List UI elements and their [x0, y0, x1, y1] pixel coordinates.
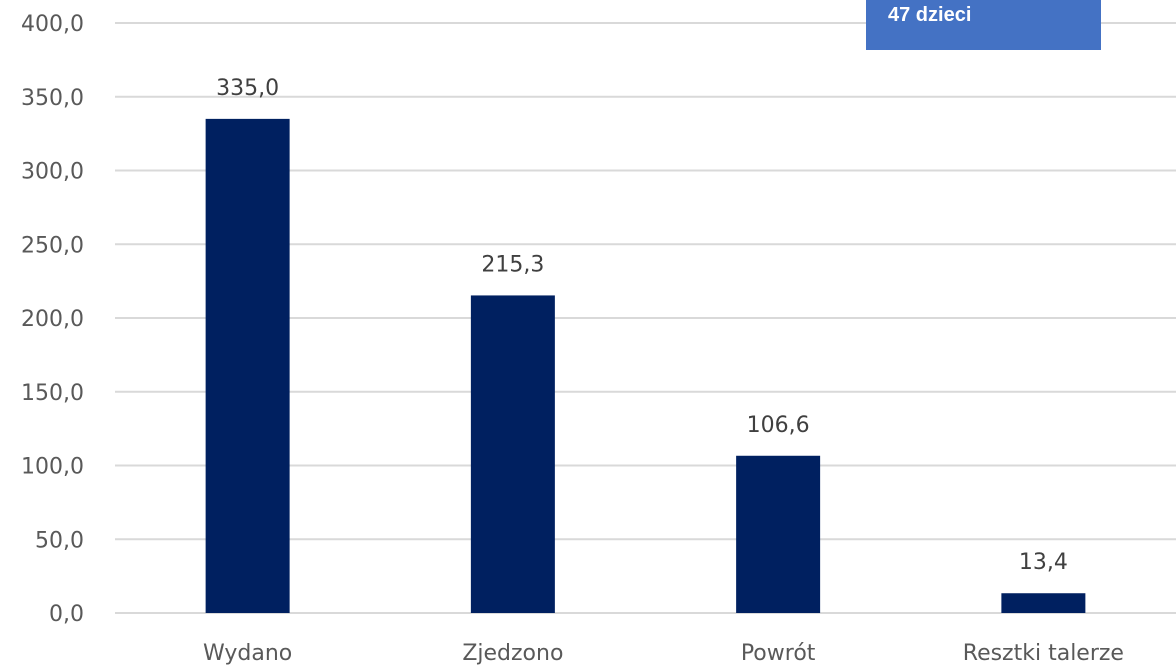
bar: [470, 295, 555, 613]
data-labels: 335,0 215,3 106,6 13,4: [216, 76, 1068, 575]
gridlines: [115, 22, 1176, 614]
y-axis-tick-labels: 0,0 50,0 100,0 150,0 200,0 250,0 300,0 350,0 400…: [21, 12, 84, 627]
data-label: 13,4: [1019, 550, 1068, 575]
bar: [736, 455, 821, 613]
y-tick-label: 350,0: [21, 86, 84, 111]
y-tick-label: 150,0: [21, 381, 84, 406]
category-labels: Wydano Zjedzono Powrót Resztki talerze: [203, 641, 1124, 666]
y-tick-label: 200,0: [21, 307, 84, 332]
category-label: Resztki talerze: [963, 641, 1124, 666]
y-tick-label: 300,0: [21, 160, 84, 185]
annotation-box: 47 dzieci: [866, 0, 1101, 50]
bar: [205, 118, 290, 613]
y-tick-label: 50,0: [35, 528, 84, 553]
bars: [205, 118, 1086, 613]
category-label: Zjedzono: [462, 641, 563, 666]
data-label: 106,6: [747, 413, 810, 438]
data-label: 335,0: [216, 76, 279, 101]
y-tick-label: 100,0: [21, 455, 84, 480]
bar: [1001, 593, 1086, 613]
y-tick-label: 0,0: [49, 602, 84, 627]
annotation-text: 47 dzieci: [888, 4, 972, 26]
data-label: 215,3: [481, 252, 544, 277]
y-tick-label: 400,0: [21, 12, 84, 37]
category-label: Wydano: [203, 641, 292, 666]
y-tick-label: 250,0: [21, 233, 84, 258]
category-label: Powrót: [741, 641, 816, 666]
